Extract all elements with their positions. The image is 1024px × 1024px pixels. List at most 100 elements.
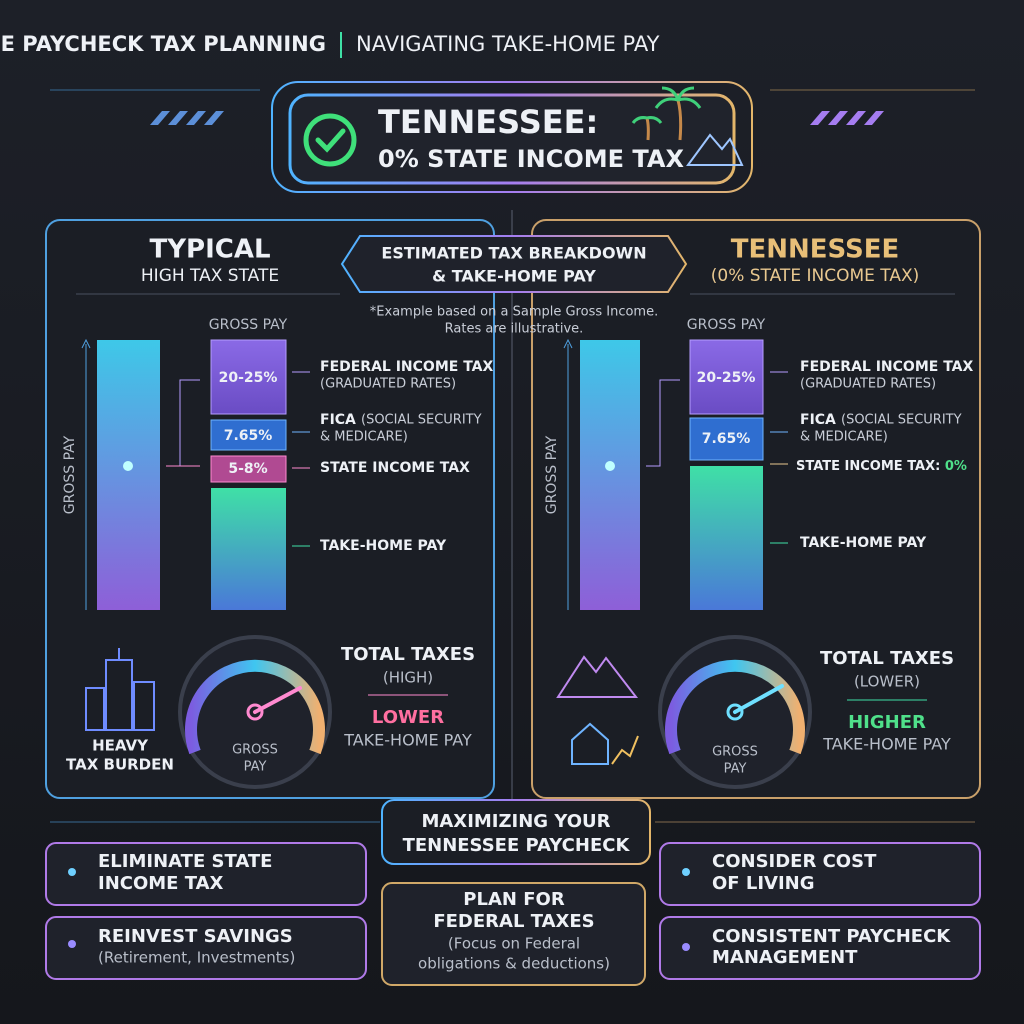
check-mark [315, 128, 346, 153]
header-subtitle: NAVIGATING TAKE-HOME PAY [356, 32, 660, 56]
tip-text: REINVEST SAVINGS [98, 926, 293, 947]
tip-note: (Retirement, Investments) [98, 949, 295, 967]
gauge-arc [185, 659, 325, 755]
gauge-label: GROSS [712, 745, 758, 760]
fica-label: FICA [320, 412, 356, 428]
tip-card [659, 842, 981, 906]
total-result: LOWER [372, 707, 444, 728]
tip-text: INCOME TAX [98, 873, 224, 894]
segment-label: 7.65% [224, 428, 273, 444]
tip-card [381, 882, 646, 986]
tip-card [45, 842, 367, 906]
bullet [682, 943, 690, 951]
state-segment [210, 455, 287, 483]
total-result-label: TAKE-HOME PAY [343, 731, 472, 750]
bullet [68, 868, 76, 876]
banner-line2: 0% STATE INCOME TAX [378, 145, 684, 173]
gauge-label: PAY [724, 762, 747, 777]
palm-icon [631, 86, 744, 166]
segment-label: 7.65% [702, 431, 751, 447]
tip-note: (Focus on Federal [448, 935, 580, 953]
gross-bar [580, 340, 640, 610]
bullet [68, 940, 76, 948]
federal-label: FEDERAL INCOME TAX [800, 359, 973, 375]
gauge-label: PAY [244, 760, 267, 775]
federal-label: FEDERAL INCOME TAX [320, 359, 493, 375]
note: *Example based on a Sample Gross Income. [370, 305, 658, 320]
bullet [682, 868, 690, 876]
total-title: TOTAL TAXES [820, 648, 954, 669]
federal-segment [210, 339, 287, 415]
axis-arrow [563, 338, 573, 349]
note: Rates are illustrative. [445, 322, 584, 337]
take-home-label: TAKE-HOME PAY [800, 535, 927, 551]
state-label: STATE INCOME TAX [320, 460, 470, 476]
gauge-hub [246, 703, 264, 721]
total-level: (HIGH) [383, 669, 433, 687]
fica-sublabel: & MEDICARE) [320, 430, 408, 445]
axis-label: GROSS PAY [62, 435, 78, 514]
fica-segment [210, 419, 287, 451]
take-home-segment [211, 488, 286, 610]
take-home-label: TAKE-HOME PAY [320, 538, 447, 554]
right-subtitle: (0% STATE INCOME TAX) [711, 266, 919, 286]
total-level: (LOWER) [854, 673, 920, 691]
federal-sublabel: (GRADUATED RATES) [320, 377, 456, 392]
federal-segment [689, 339, 764, 415]
left-title: TYPICAL [149, 235, 270, 265]
segment-label: 5-8% [228, 461, 267, 477]
check-icon [303, 113, 357, 167]
icon-label: HEAVY [92, 737, 149, 755]
banner [288, 93, 736, 185]
fica-sublabel: & MEDICARE) [800, 430, 888, 445]
tip-text: OF LIVING [712, 873, 815, 894]
gauge-needle [733, 684, 784, 714]
tip-card [45, 916, 367, 980]
city-icon [85, 648, 155, 731]
stack-label: GROSS PAY [209, 317, 288, 333]
fica-segment [689, 417, 764, 461]
footer-title: MAXIMIZING YOUR [421, 811, 610, 832]
total-title: TOTAL TAXES [341, 644, 475, 665]
federal-sublabel: (GRADUATED RATES) [800, 377, 936, 392]
state-label-text: STATE INCOME TAX: [796, 459, 940, 474]
icon-label: TAX BURDEN [66, 756, 174, 774]
tip-text: ELIMINATE STATE [98, 851, 272, 872]
connectors [166, 371, 310, 547]
deco-stripes [150, 111, 224, 125]
tip-note: obligations & deductions) [418, 955, 610, 973]
stack-label: GROSS PAY [687, 317, 766, 333]
axis-arrow [81, 338, 91, 349]
left-subtitle: HIGH TAX STATE [141, 266, 279, 286]
tip-text: CONSISTENT PAYCHECK [712, 926, 951, 947]
tip-text: FEDERAL TAXES [433, 911, 594, 932]
take-home-segment [690, 466, 763, 610]
total-result: HIGHER [848, 712, 926, 733]
fica-label: FICA [800, 412, 836, 428]
center-title: ESTIMATED TAX BREAKDOWN [381, 244, 646, 263]
banner-line1: TENNESSEE: [378, 103, 598, 141]
banner-outer [271, 81, 753, 193]
right-title: TENNESSEE [731, 235, 900, 265]
gauge-label: GROSS [232, 743, 278, 758]
footer-title-box [381, 799, 651, 865]
gross-bar [97, 340, 160, 610]
footer-title: TENNESSEE PAYCHECK [403, 835, 631, 856]
fica-sublabel: (SOCIAL SECURITY [361, 413, 482, 428]
mountain-house-icon [556, 655, 639, 765]
state-label: STATE INCOME TAX: 0% [796, 459, 967, 474]
connectors [646, 371, 788, 544]
center-box [340, 235, 688, 293]
tip-text: CONSIDER COST [712, 851, 877, 872]
gauge-hub [726, 703, 744, 721]
segment-label: 20-25% [219, 370, 278, 386]
tip-card [659, 916, 981, 980]
center-title: & TAKE-HOME PAY [432, 267, 596, 286]
glow [123, 461, 133, 471]
header-title: TENNESSEE PAYCHECK TAX PLANNING [0, 32, 326, 56]
deco-stripes [810, 111, 884, 125]
gauge-arc [665, 659, 805, 755]
tip-text: PLAN FOR [463, 889, 565, 910]
segment-label: 20-25% [697, 370, 756, 386]
